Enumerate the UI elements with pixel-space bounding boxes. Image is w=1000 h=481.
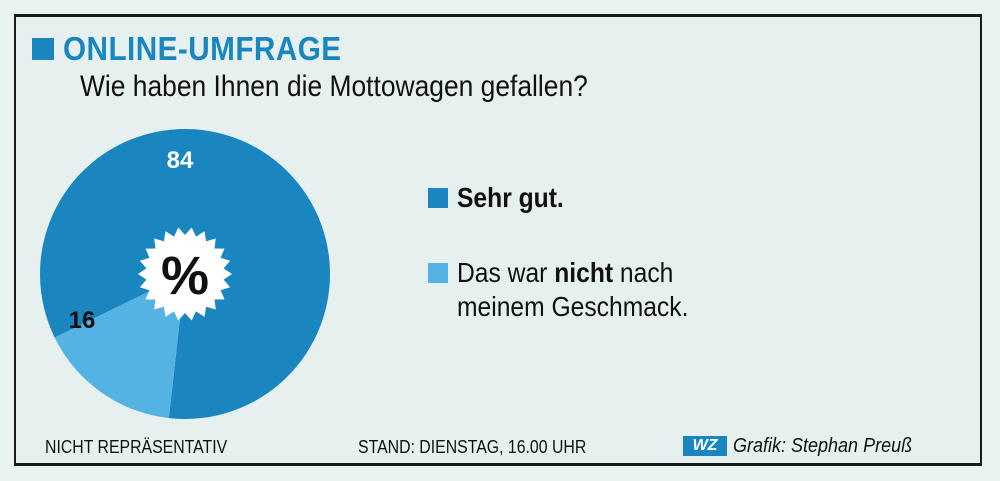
footer-timestamp: STAND: DIENSTAG, 16.00 UHR bbox=[358, 437, 587, 457]
footer-credit: Grafik: Stephan Preuß bbox=[733, 435, 913, 457]
wz-logo: WZ bbox=[683, 436, 727, 456]
legend-label-sehr-gut: Sehr gut. bbox=[457, 182, 564, 213]
pie-value-label-1: 16 bbox=[69, 307, 96, 334]
legend-swatch-light bbox=[428, 263, 448, 283]
footer-disclaimer: NICHT REPRÄSENTATIV bbox=[45, 437, 228, 457]
pie-slice-1 bbox=[54, 274, 185, 419]
legend-item-nicht-geschmack: Das war nicht nach meinem Geschmack. bbox=[428, 256, 720, 324]
header-title: ONLINE-UMFRAGE bbox=[63, 30, 342, 67]
header-square-icon bbox=[32, 38, 54, 60]
pie-value-label-0: 84 bbox=[167, 147, 194, 174]
legend-label-line2: meinem Geschmack. bbox=[457, 291, 689, 322]
percent-starburst-icon bbox=[138, 227, 232, 321]
legend-label-post: nach bbox=[613, 257, 674, 288]
header: ONLINE-UMFRAGE bbox=[32, 30, 372, 68]
legend-label-bold: nicht bbox=[554, 257, 614, 288]
legend-label-pre: Das war bbox=[457, 257, 555, 288]
legend-swatch-dark bbox=[428, 188, 448, 208]
survey-question: Wie haben Ihnen die Mottowagen gefallen? bbox=[80, 70, 588, 103]
legend-item-sehr-gut: Sehr gut. bbox=[428, 181, 578, 215]
percent-symbol: % bbox=[161, 246, 209, 306]
